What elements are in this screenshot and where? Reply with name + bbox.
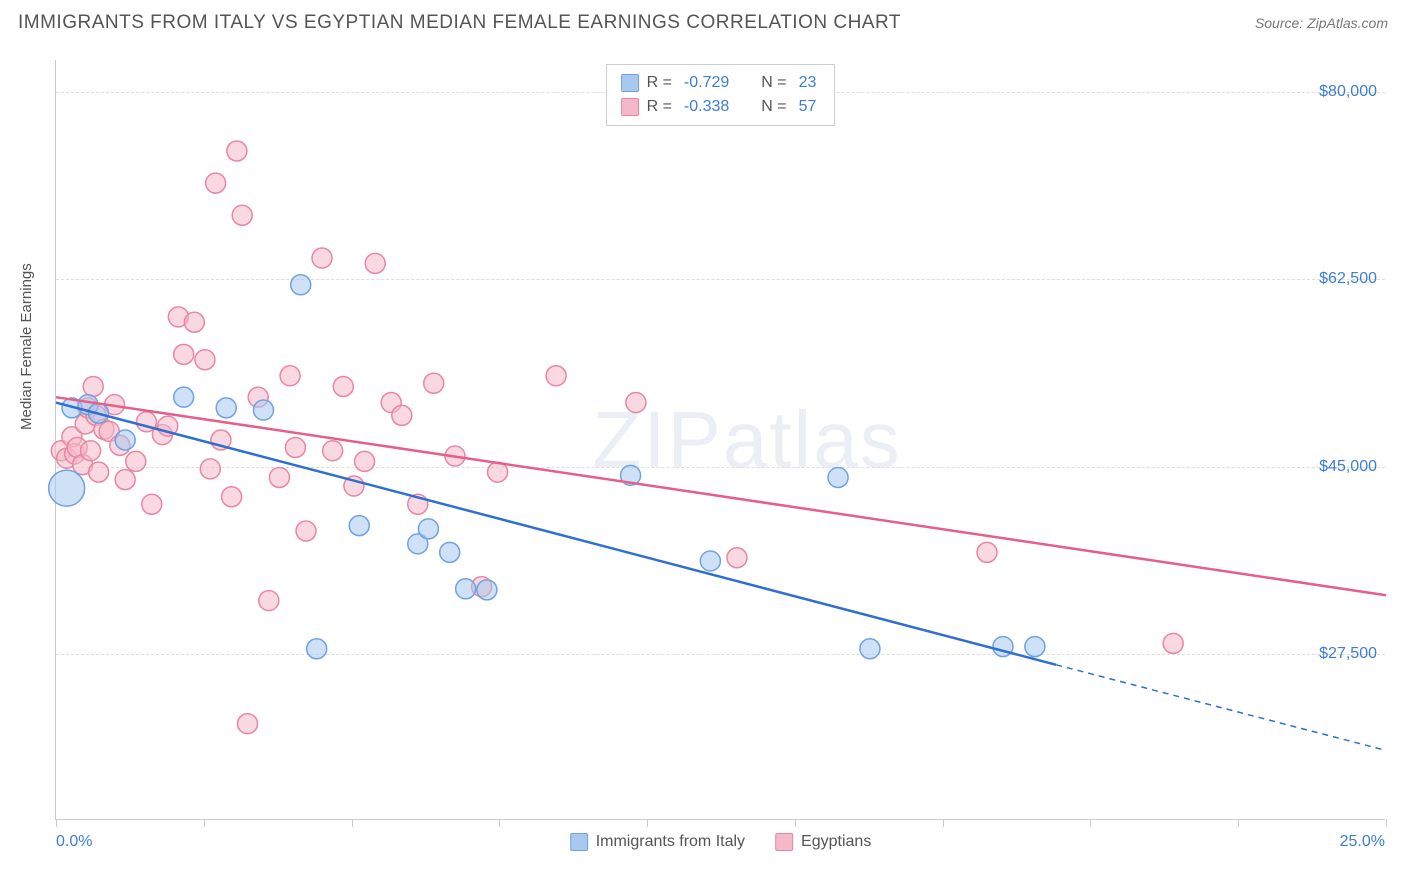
data-point (232, 205, 252, 225)
data-point (1025, 637, 1045, 657)
data-point (626, 393, 646, 413)
data-point (365, 253, 385, 273)
x-tick (943, 819, 944, 827)
data-point (285, 437, 305, 457)
legend-n-label: N = (761, 95, 786, 119)
data-point (477, 580, 497, 600)
data-point (307, 639, 327, 659)
x-tick (56, 819, 57, 827)
data-point (216, 398, 236, 418)
x-tick (647, 819, 648, 827)
data-point (184, 312, 204, 332)
legend-n-value: 57 (799, 95, 817, 119)
data-point (418, 519, 438, 539)
data-point (83, 376, 103, 396)
data-point (142, 494, 162, 514)
data-point (424, 373, 444, 393)
x-tick (1238, 819, 1239, 827)
chart-header: IMMIGRANTS FROM ITALY VS EGYPTIAN MEDIAN… (0, 0, 1406, 42)
data-point (355, 451, 375, 471)
data-point (727, 548, 747, 568)
legend-r-label: R = (647, 95, 672, 119)
x-axis-max-label: 25.0% (1340, 833, 1385, 851)
data-point (81, 441, 101, 461)
data-point (700, 551, 720, 571)
data-point (115, 470, 135, 490)
data-point (312, 248, 332, 268)
series-legend-item: Immigrants from Italy (570, 833, 745, 851)
data-point (174, 344, 194, 364)
data-point (860, 639, 880, 659)
data-point (349, 516, 369, 536)
data-point (392, 405, 412, 425)
legend-n-value: 23 (799, 71, 817, 95)
legend-swatch (621, 74, 639, 92)
data-point (323, 441, 343, 461)
data-point (115, 430, 135, 450)
data-point (174, 387, 194, 407)
legend-swatch (570, 833, 588, 851)
series-legend-label: Egyptians (801, 833, 871, 851)
legend-row: R = -0.729 N = 23 (621, 71, 821, 95)
legend-r-value: -0.729 (684, 71, 729, 95)
data-point (206, 173, 226, 193)
x-tick (1386, 819, 1387, 827)
data-point (89, 462, 109, 482)
x-axis-min-label: 0.0% (56, 833, 92, 851)
correlation-legend: R = -0.729 N = 23 R = -0.338 N = 57 (606, 64, 836, 126)
data-point (440, 542, 460, 562)
data-point (296, 521, 316, 541)
x-tick (352, 819, 353, 827)
data-point (49, 470, 85, 506)
data-point (126, 451, 146, 471)
chart-plot-area: ZIPatlas $27,500$45,000$62,500$80,000 R … (55, 60, 1385, 820)
data-point (828, 467, 848, 487)
data-point (222, 487, 242, 507)
scatter-svg (56, 60, 1385, 819)
legend-r-value: -0.338 (684, 95, 729, 119)
data-point (253, 400, 273, 420)
data-point (280, 366, 300, 386)
series-legend-item: Egyptians (775, 833, 871, 851)
chart-source: Source: ZipAtlas.com (1255, 15, 1388, 31)
data-point (238, 714, 258, 734)
series-legend-label: Immigrants from Italy (596, 833, 745, 851)
series-legend: Immigrants from Italy Egyptians (570, 833, 872, 851)
data-point (546, 366, 566, 386)
x-tick (204, 819, 205, 827)
data-point (977, 542, 997, 562)
legend-n-label: N = (761, 71, 786, 95)
data-point (291, 275, 311, 295)
data-point (1163, 633, 1183, 653)
legend-swatch (775, 833, 793, 851)
legend-swatch (621, 98, 639, 116)
data-point (227, 141, 247, 161)
trend-line (56, 403, 1056, 665)
data-point (333, 376, 353, 396)
legend-row: R = -0.338 N = 57 (621, 95, 821, 119)
data-point (200, 459, 220, 479)
x-tick (499, 819, 500, 827)
trend-line (56, 397, 1386, 595)
y-axis-title: Median Female Earnings (18, 263, 35, 430)
data-point (259, 591, 279, 611)
data-point (456, 579, 476, 599)
chart-title: IMMIGRANTS FROM ITALY VS EGYPTIAN MEDIAN… (18, 12, 901, 34)
legend-r-label: R = (647, 71, 672, 95)
x-tick (795, 819, 796, 827)
trend-line-extrapolated (1056, 665, 1386, 751)
data-point (269, 467, 289, 487)
x-tick (1090, 819, 1091, 827)
data-point (195, 350, 215, 370)
